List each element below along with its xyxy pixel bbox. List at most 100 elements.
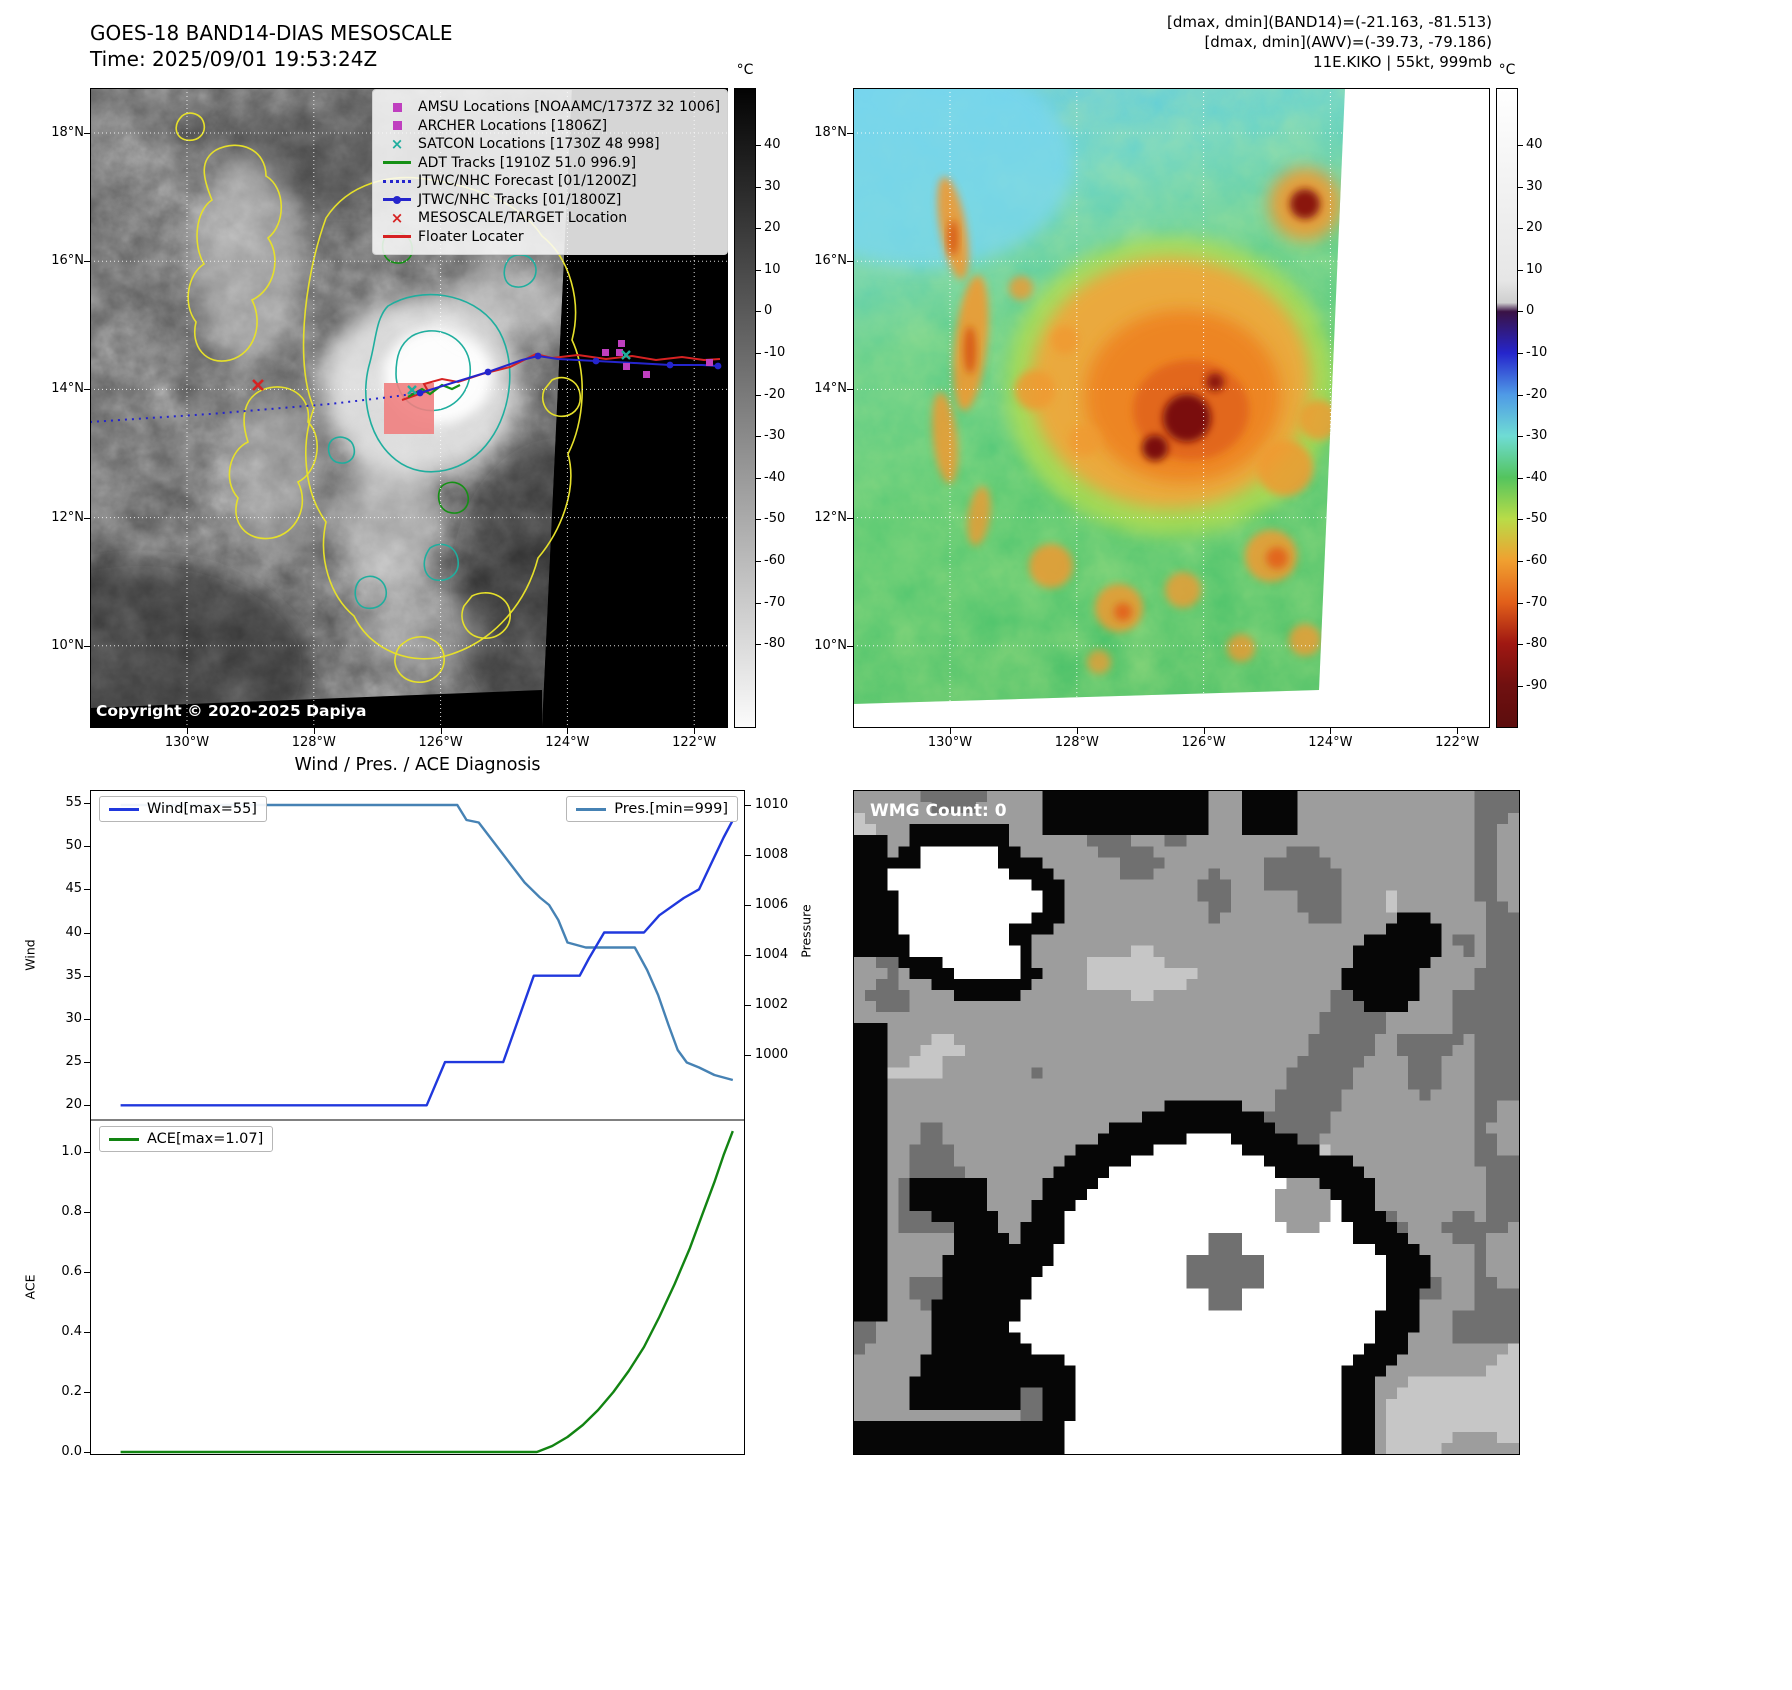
- colorbar-tickmark: [756, 561, 761, 562]
- awv-header-line1: [dmax, dmin](BAND14)=(-21.163, -81.513): [1167, 13, 1492, 31]
- wind-tickmark: [84, 889, 90, 891]
- lon-tickmark: [1076, 728, 1078, 734]
- lon-tick-label: 128°W: [1054, 735, 1099, 750]
- awv-colorbar-unit: °C: [1498, 62, 1516, 78]
- colorbar-tick-label: 0: [764, 303, 773, 319]
- colorbar-tickmark: [1518, 269, 1523, 271]
- colorbar-tick-label: -50: [764, 511, 786, 527]
- lon-tick-label: 130°W: [927, 735, 973, 750]
- ace-plot-border: [90, 1119, 745, 1455]
- band14-colorbar-unit: °C: [736, 62, 754, 78]
- wind-series-line: [120, 819, 734, 1107]
- colorbar-tickmark: [1518, 477, 1523, 479]
- colorbar-tick-label: -70: [764, 594, 786, 610]
- amsu-archer-markers: [602, 340, 713, 378]
- colorbar-tick-label: -20: [1526, 386, 1548, 402]
- wind-tickmark: [84, 1018, 90, 1020]
- colorbar-tickmark: [1518, 145, 1523, 146]
- x-marker-icon: ×: [390, 134, 404, 153]
- lon-tick-label: 126°W: [1181, 735, 1226, 750]
- ace-tick-label: 0.6: [61, 1264, 82, 1280]
- square-marker-icon: [383, 119, 411, 133]
- wind-tick-label: 30: [65, 1010, 82, 1026]
- ace-tick-label: 0.4: [61, 1324, 82, 1339]
- colorbar-tickmark: [756, 436, 761, 438]
- colorbar-tick-label: -90: [1526, 677, 1548, 693]
- map-border: [90, 88, 728, 728]
- colorbar-tickmark: [1518, 644, 1523, 646]
- colorbar-tick-label: 20: [1526, 220, 1543, 236]
- lat-tickmark: [84, 261, 90, 263]
- legend-item: Floater Locater: [383, 228, 717, 246]
- lat-tick-label: 14°N: [814, 381, 847, 397]
- colorbar-tickmark: [756, 228, 761, 230]
- colorbar-tickmark: [1518, 561, 1523, 562]
- lat-tickmark: [847, 517, 853, 519]
- legend-item-label: ADT Tracks [1910Z 51.0 996.9]: [418, 154, 637, 171]
- colorbar-tick-label: 40: [1526, 137, 1543, 152]
- colorbar-tick-label: 20: [764, 220, 781, 236]
- awv-map-panel: [853, 88, 1490, 728]
- track-overlays: [90, 340, 722, 423]
- lon-tickmark: [313, 728, 315, 734]
- ace-tick-label: 0.2: [61, 1384, 82, 1399]
- colorbar-tick-label: -30: [764, 428, 786, 444]
- colorbar-tick-label: 10: [1526, 261, 1543, 277]
- map-border: [853, 88, 1490, 728]
- colorbar-tick-label: 0: [1526, 303, 1535, 319]
- pressure-legend-label: Pres.[min=999]: [614, 801, 728, 817]
- x-marker-icon: ×: [390, 208, 404, 227]
- colorbar-tick-label: -40: [764, 469, 786, 485]
- lon-tickmark: [694, 728, 696, 734]
- wind-tick-label: 55: [65, 795, 82, 810]
- legend-item-label: JTWC/NHC Forecast [01/1200Z]: [418, 173, 637, 190]
- pressure-tickmark: [745, 1005, 751, 1006]
- legend-item: ARCHER Locations [1806Z]: [383, 117, 717, 135]
- pressure-ylabel: Pressure: [798, 904, 814, 958]
- colorbar-tickmark: [756, 186, 761, 188]
- colorbar-tick-label: -40: [1526, 469, 1548, 485]
- colorbar-tickmark: [1518, 602, 1523, 604]
- colorbar-tick-label: -60: [1526, 553, 1548, 568]
- colorbar-tickmark: [756, 269, 761, 271]
- ace-tickmark: [84, 1212, 90, 1214]
- lat-tickmark: [84, 389, 90, 391]
- wmg-pixel-image: [854, 791, 1519, 1454]
- cloud-contours-teal: [327, 254, 537, 610]
- colorbar-tickmark: [1518, 186, 1523, 188]
- awv-header-line3: 11E.KIKO | 55kt, 999mb: [1313, 53, 1492, 71]
- pressure-tickmark: [745, 955, 751, 956]
- wind-tick-label: 45: [65, 881, 82, 897]
- awv-satellite-image: [853, 88, 1490, 728]
- awv-colorbar: [1496, 88, 1518, 728]
- colorbar-tick-label: 40: [764, 137, 781, 152]
- lat-tick-label: 12°N: [51, 509, 84, 525]
- legend-item: × SATCON Locations [1730Z 48 998]: [383, 135, 717, 153]
- awv-header: [dmax, dmin](BAND14)=(-21.163, -81.513) …: [900, 12, 1492, 72]
- wind-tickmark: [84, 1105, 90, 1107]
- lon-tickmark: [1203, 728, 1205, 734]
- awv-color-field: [853, 88, 1345, 704]
- wind-tick-label: 35: [65, 967, 82, 983]
- colorbar-tickmark: [756, 519, 761, 521]
- lat-tick-label: 16°N: [814, 253, 847, 269]
- lon-tickmark: [1457, 728, 1459, 734]
- legend-item-label: AMSU Locations [NOAAMC/1737Z 32 1006]: [418, 99, 721, 115]
- jtwc-forecast-line: [90, 392, 421, 423]
- lat-tick-label: 10°N: [814, 637, 847, 653]
- ace-tick-label: 0.0: [61, 1444, 82, 1459]
- legend-item: ADT Tracks [1910Z 51.0 996.9]: [383, 154, 717, 172]
- ace-tickmark: [84, 1392, 90, 1393]
- lat-tickmark: [847, 261, 853, 263]
- lon-tickmark: [950, 728, 951, 734]
- lat-tick-label: 12°N: [814, 509, 847, 525]
- pressure-tick-label: 1010: [755, 797, 789, 812]
- lon-tick-label: 122°W: [1435, 735, 1480, 750]
- band14-title: GOES-18 BAND14-DIAS MESOSCALE: [90, 21, 453, 45]
- legend-item: AMSU Locations [NOAAMC/1737Z 32 1006]: [383, 98, 721, 116]
- latlon-grid: [90, 88, 728, 728]
- colorbar-tick-label: 30: [764, 178, 781, 194]
- wind-tickmark: [84, 1062, 90, 1064]
- ace-tickmark: [84, 1452, 90, 1453]
